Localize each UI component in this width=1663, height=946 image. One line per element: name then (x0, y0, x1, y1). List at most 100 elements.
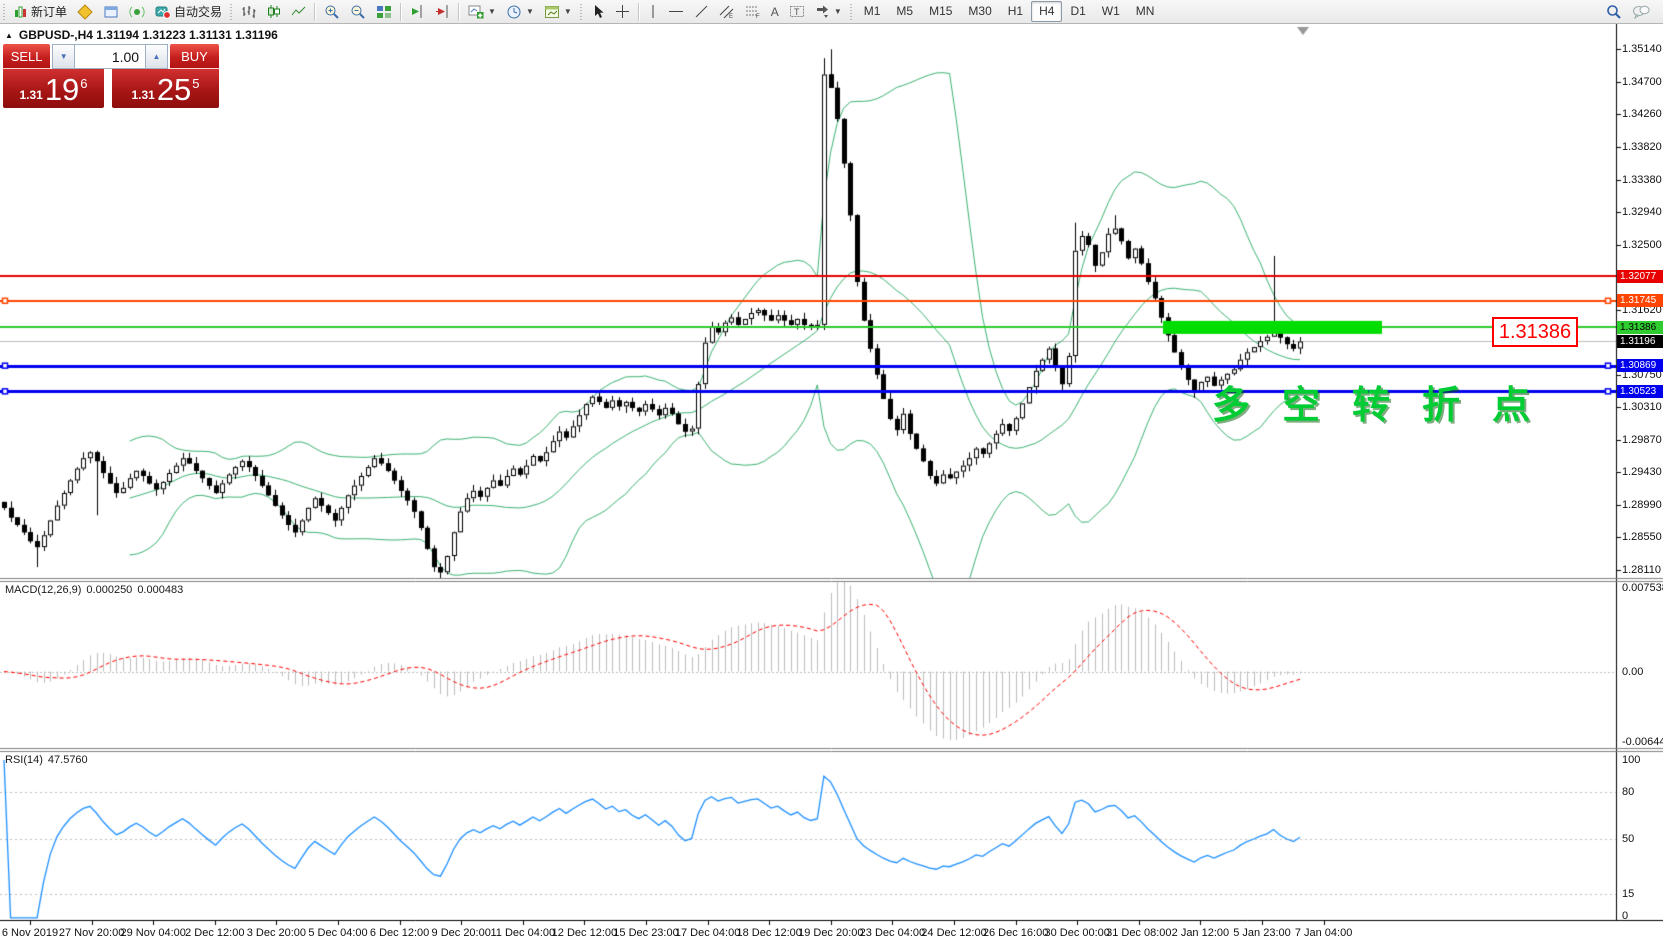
text-tool-button[interactable]: A (766, 1, 784, 23)
equidistant-channel-tool-button[interactable]: E (714, 1, 740, 23)
time-axis-label: 30 Dec 00:00 (1044, 927, 1110, 939)
chat-button[interactable] (1627, 1, 1655, 23)
timeframe-button-w1[interactable]: W1 (1101, 4, 1120, 18)
macd-axis-label: 0.007538 (1622, 582, 1663, 594)
svg-text:T: T (794, 7, 800, 17)
tile-windows-button[interactable] (371, 1, 397, 23)
buy-button[interactable]: BUY (169, 44, 220, 69)
level-badge: 1.31386 (1617, 320, 1663, 334)
buy-price-big: 25 (156, 72, 192, 107)
time-axis-label: 6 Nov 2019 (1, 927, 59, 939)
line-chart-type-button[interactable] (286, 1, 311, 23)
price-callout-label[interactable]: 1.31386 (1492, 317, 1578, 347)
auto-scroll-button[interactable] (430, 1, 455, 23)
timeframe-button-mn[interactable]: MN (1135, 4, 1155, 18)
search-button[interactable] (1601, 1, 1627, 23)
volume-input[interactable] (75, 44, 146, 69)
candlestick-chart-type-button[interactable] (261, 1, 286, 23)
zoom-in-button[interactable] (319, 1, 345, 23)
arrows-tool-button[interactable]: ▼ (810, 1, 847, 23)
price-axis-tick: 1.34260 (1622, 108, 1662, 121)
crosshair-tool-button[interactable] (610, 1, 635, 23)
profile-button[interactable] (72, 1, 98, 23)
indicators-button[interactable]: ▼ (463, 1, 501, 23)
signals-button[interactable] (124, 1, 150, 23)
zoom-out-button[interactable] (345, 1, 371, 23)
new-order-label: 新订单 (31, 5, 68, 19)
chart-symbol-header: ▲ GBPUSD-,H4 1.31194 1.31223 1.31131 1.3… (5, 28, 278, 42)
time-axis-label: 3 Dec 20:00 (246, 927, 307, 939)
toolbar-grip[interactable] (229, 3, 235, 20)
add-indicator-icon (468, 4, 484, 20)
time-axis-label: 31 Dec 08:00 (1106, 927, 1172, 939)
market-watch-button[interactable] (98, 1, 124, 23)
auto-trading-label: 自动交易 (174, 5, 223, 19)
vertical-line-tool-button[interactable] (643, 1, 663, 23)
time-axis-label: 19 Dec 20:00 (798, 927, 864, 939)
text-label-tool-button[interactable]: T (784, 1, 810, 23)
toolbar-separator (314, 2, 317, 21)
cursor-tool-button[interactable] (586, 1, 610, 23)
time-axis-label: 2 Dec 12:00 (185, 927, 245, 939)
sell-price-sup: 6 (80, 76, 88, 91)
signal-icon (129, 4, 145, 20)
templates-button[interactable]: ▼ (539, 1, 577, 23)
chart-shift-button[interactable] (405, 1, 430, 23)
toolbar-grip[interactable] (578, 3, 584, 20)
level-badge: 1.31745 (1617, 294, 1663, 308)
sell-price-big: 19 (44, 72, 80, 107)
buy-price-small: 1.31 (131, 88, 155, 102)
toolbar-separator (400, 2, 403, 21)
auto-trading-button[interactable]: 自动交易 (150, 1, 227, 23)
arrows-icon (815, 4, 830, 19)
zoom-in-icon (324, 4, 340, 20)
current-price-badge: 1.31196 (1617, 334, 1663, 348)
price-axis-tick: 1.29870 (1622, 433, 1662, 446)
toolbar-separator (458, 2, 461, 21)
macd-label: MACD(12,26,9) 0.000250 0.000483 (5, 584, 183, 596)
auto-trading-icon (155, 4, 171, 20)
timeframe-button-m15[interactable]: M15 (929, 4, 953, 18)
rsi-axis-label: 0 (1622, 910, 1629, 922)
collapse-panel-icon[interactable]: ▲ (5, 30, 13, 40)
toolbar-grip[interactable] (2, 3, 7, 20)
volume-increase-button[interactable]: ▲ (145, 44, 168, 69)
periods-button[interactable]: ▼ (501, 1, 539, 23)
time-axis-label: 11 Dec 04:00 (490, 927, 556, 939)
toolbar-grip[interactable] (848, 3, 854, 20)
text-label-icon: T (789, 4, 805, 19)
volume-decrease-button[interactable]: ▼ (52, 44, 76, 69)
time-axis-label: 18 Dec 12:00 (736, 927, 802, 939)
horizontal-line-tool-button[interactable] (663, 1, 689, 23)
bar-chart-type-button[interactable] (236, 1, 261, 23)
text-icon: A (770, 4, 779, 19)
price-axis-tick: 1.29430 (1622, 466, 1662, 479)
auto-scroll-icon (435, 4, 450, 19)
time-axis-label: 12 Dec 12:00 (551, 927, 618, 939)
sell-price-display[interactable]: 1.31 19 6 (3, 69, 104, 108)
timeframe-button-m5[interactable]: M5 (896, 4, 914, 18)
timeframe-button-h1[interactable]: H1 (1007, 4, 1024, 18)
price-axis-tick: 1.28550 (1622, 531, 1662, 544)
cursor-icon (591, 4, 605, 19)
timeframe-button-h4[interactable]: H4 (1031, 1, 1063, 22)
chevron-down-icon: ▼ (563, 7, 572, 16)
timeframe-button-m1[interactable]: M1 (863, 4, 881, 18)
profile-diamond-icon (77, 3, 93, 20)
bar-chart-icon (241, 4, 256, 19)
macd-main-value: 0.000250 (86, 584, 133, 596)
trendline-tool-button[interactable] (689, 1, 714, 23)
timeframe-button-d1[interactable]: D1 (1070, 4, 1086, 18)
rsi-label: RSI(14) 47.5760 (5, 754, 88, 766)
rsi-axis-label: 50 (1622, 833, 1635, 845)
new-order-icon (14, 5, 28, 19)
time-axis-label: 26 Dec 16:00 (982, 927, 1049, 939)
buy-price-display[interactable]: 1.31 25 5 (112, 69, 219, 108)
sell-button[interactable]: SELL (3, 44, 51, 69)
fibonacci-tool-button[interactable]: F (740, 1, 766, 23)
timeframe-button-m30[interactable]: M30 (968, 4, 992, 18)
macd-name: MACD(12,26,9) (5, 584, 82, 596)
new-order-button[interactable]: 新订单 (9, 1, 72, 23)
svg-text:F: F (756, 14, 760, 19)
